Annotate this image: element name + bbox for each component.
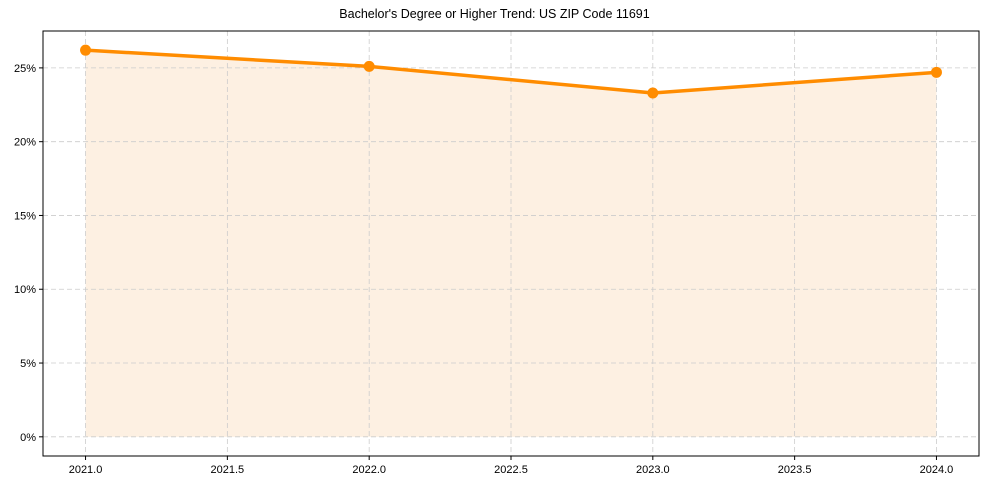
data-point	[930, 66, 942, 78]
x-tick-label: 2022.5	[494, 464, 528, 476]
data-point	[363, 60, 375, 72]
y-tick-label: 20%	[14, 137, 36, 149]
series-line	[85, 48, 937, 95]
y-tick-label: 0%	[20, 432, 36, 444]
y-tick-label: 5%	[20, 358, 36, 370]
x-tick-label: 2022.0	[352, 464, 386, 476]
x-tick-label: 2023.0	[636, 464, 670, 476]
y-tick-label: 10%	[14, 284, 36, 296]
data-point	[647, 87, 659, 99]
x-tick-label: 2021.5	[211, 464, 245, 476]
y-tick-label: 15%	[14, 210, 36, 222]
y-tick-label: 25%	[14, 63, 36, 75]
x-tick-label: 2023.5	[778, 464, 812, 476]
chart-title: Bachelor's Degree or Higher Trend: US ZI…	[339, 7, 650, 21]
x-tick-label: 2021.0	[69, 464, 103, 476]
data-point	[80, 44, 92, 56]
x-tick-label: 2024.0	[920, 464, 954, 476]
